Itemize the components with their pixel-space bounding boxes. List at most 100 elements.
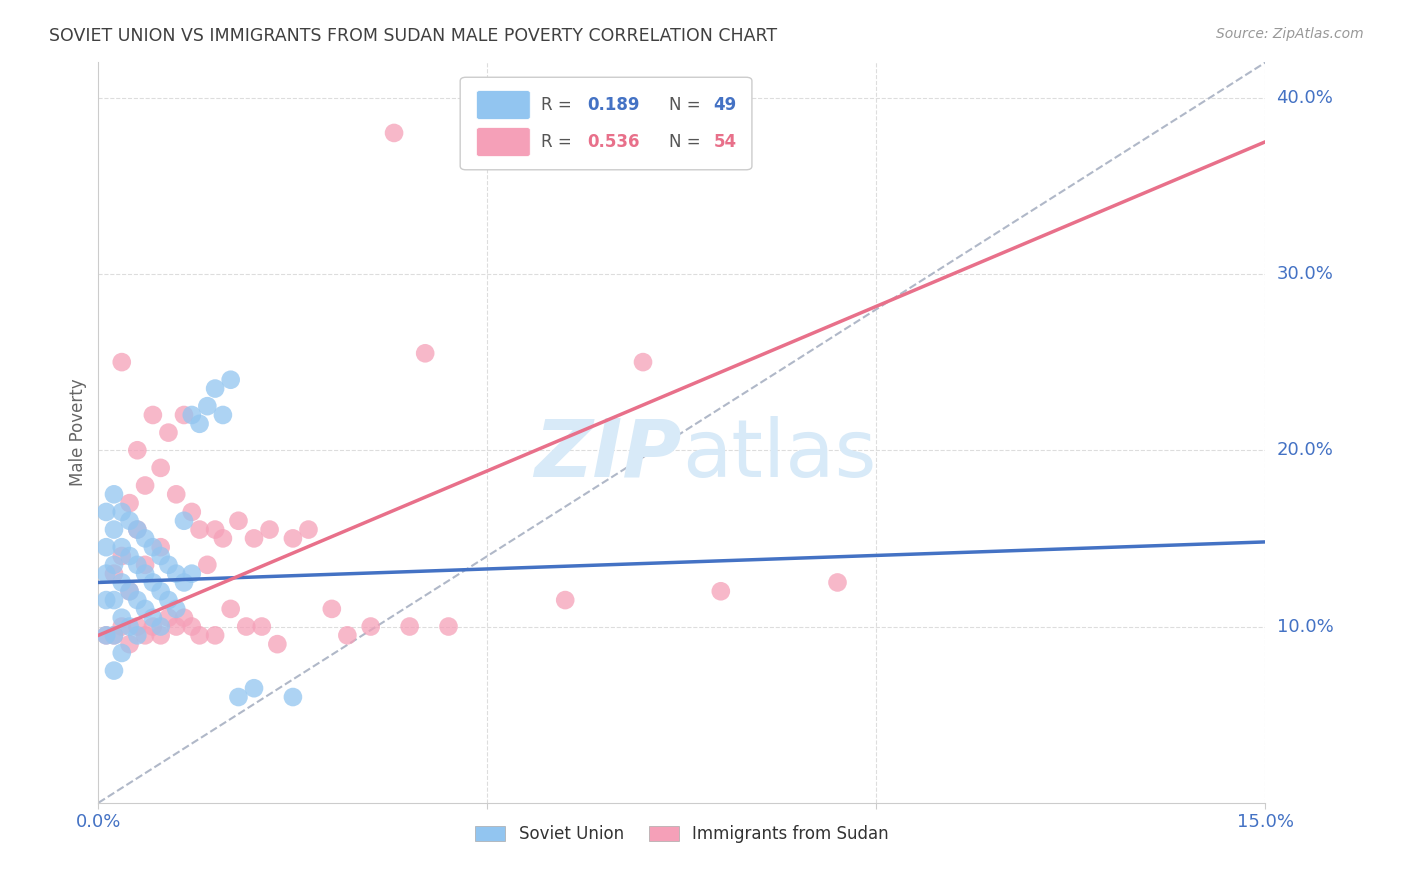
Point	[149, 540, 172, 554]
Point	[336, 628, 359, 642]
Point	[103, 487, 125, 501]
Point	[111, 646, 134, 660]
Point	[134, 566, 156, 581]
Point	[437, 619, 460, 633]
Point	[827, 575, 849, 590]
Point	[103, 628, 125, 642]
Point	[96, 628, 118, 642]
Point	[173, 408, 195, 422]
Point	[103, 628, 125, 642]
Point	[134, 602, 156, 616]
Point	[96, 540, 118, 554]
Text: N =: N =	[669, 96, 706, 114]
Point	[142, 610, 165, 624]
Point	[142, 575, 165, 590]
Text: 0.536: 0.536	[588, 134, 640, 152]
Point	[134, 628, 156, 642]
Point	[157, 558, 180, 572]
Point	[111, 610, 134, 624]
Point	[134, 558, 156, 572]
Point	[228, 514, 250, 528]
Text: 10.0%: 10.0%	[1277, 617, 1333, 635]
Point	[188, 523, 211, 537]
Text: 54: 54	[713, 134, 737, 152]
FancyBboxPatch shape	[477, 128, 530, 156]
Point	[554, 593, 576, 607]
Text: SOVIET UNION VS IMMIGRANTS FROM SUDAN MALE POVERTY CORRELATION CHART: SOVIET UNION VS IMMIGRANTS FROM SUDAN MA…	[49, 27, 778, 45]
Text: 49: 49	[713, 96, 737, 114]
Text: Source: ZipAtlas.com: Source: ZipAtlas.com	[1216, 27, 1364, 41]
Point	[127, 443, 149, 458]
Point	[134, 478, 156, 492]
Point	[142, 408, 165, 422]
Point	[710, 584, 733, 599]
Point	[180, 566, 202, 581]
Point	[127, 593, 149, 607]
Point	[111, 575, 134, 590]
Point	[134, 532, 156, 546]
Point	[204, 523, 226, 537]
Point	[96, 628, 118, 642]
Point	[103, 566, 125, 581]
Text: 30.0%: 30.0%	[1277, 265, 1333, 283]
Point	[243, 681, 266, 696]
Text: R =: R =	[541, 134, 576, 152]
Text: atlas: atlas	[682, 416, 876, 494]
Point	[180, 619, 202, 633]
Point	[127, 558, 149, 572]
Point	[165, 566, 187, 581]
Point	[281, 532, 304, 546]
Point	[157, 593, 180, 607]
Point	[631, 355, 654, 369]
Point	[111, 540, 134, 554]
Point	[118, 637, 141, 651]
Point	[111, 355, 134, 369]
Point	[127, 523, 149, 537]
Point	[243, 532, 266, 546]
Y-axis label: Male Poverty: Male Poverty	[69, 379, 87, 486]
Text: 0.189: 0.189	[588, 96, 640, 114]
Point	[111, 549, 134, 563]
Point	[180, 505, 202, 519]
Point	[219, 602, 242, 616]
Point	[96, 593, 118, 607]
Point	[149, 619, 172, 633]
Point	[204, 382, 226, 396]
Text: N =: N =	[669, 134, 706, 152]
Point	[204, 628, 226, 642]
Point	[103, 558, 125, 572]
Point	[165, 619, 187, 633]
Point	[321, 602, 343, 616]
Point	[118, 514, 141, 528]
Point	[266, 637, 288, 651]
Point	[149, 628, 172, 642]
Point	[149, 549, 172, 563]
Point	[165, 602, 187, 616]
Point	[228, 690, 250, 704]
Point	[127, 523, 149, 537]
Point	[111, 505, 134, 519]
Point	[195, 558, 218, 572]
Point	[212, 408, 235, 422]
Point	[103, 664, 125, 678]
Point	[157, 610, 180, 624]
Point	[118, 619, 141, 633]
Point	[96, 505, 118, 519]
Text: R =: R =	[541, 96, 576, 114]
Point	[142, 619, 165, 633]
Point	[118, 584, 141, 599]
Text: 40.0%: 40.0%	[1277, 88, 1333, 107]
Point	[281, 690, 304, 704]
Point	[360, 619, 382, 633]
Point	[118, 549, 141, 563]
Text: 20.0%: 20.0%	[1277, 442, 1333, 459]
Point	[118, 496, 141, 510]
Point	[195, 399, 218, 413]
Point	[219, 373, 242, 387]
Point	[111, 619, 134, 633]
Point	[180, 408, 202, 422]
Point	[413, 346, 436, 360]
Point	[250, 619, 273, 633]
Point	[127, 628, 149, 642]
Point	[297, 523, 319, 537]
